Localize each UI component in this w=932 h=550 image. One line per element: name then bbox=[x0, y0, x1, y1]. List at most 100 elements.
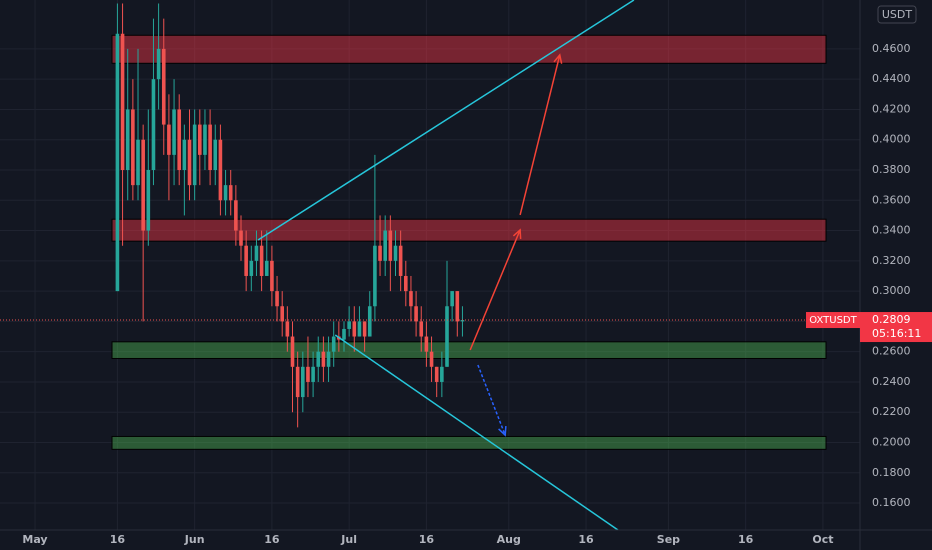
y-tick-label: 0.3800 bbox=[872, 163, 911, 176]
y-tick-label: 0.3000 bbox=[872, 284, 911, 297]
candle-body bbox=[419, 321, 424, 337]
candle-body bbox=[316, 351, 321, 367]
candle-body bbox=[331, 336, 336, 352]
candle-body bbox=[445, 306, 449, 367]
zone bbox=[111, 341, 827, 359]
zone bbox=[111, 435, 827, 450]
candle-body bbox=[393, 245, 398, 261]
y-tick-label: 0.2400 bbox=[872, 375, 911, 388]
candle-body bbox=[409, 291, 413, 307]
candle-body bbox=[203, 124, 207, 155]
candle-body bbox=[244, 245, 248, 276]
candle-body bbox=[455, 291, 460, 322]
candle-body bbox=[115, 33, 120, 292]
y-tick-label: 0.2600 bbox=[872, 345, 911, 358]
last-price-label: 0.2809 bbox=[872, 313, 911, 326]
y-tick-label: 0.4400 bbox=[872, 72, 911, 85]
x-tick-label: 16 bbox=[110, 533, 126, 546]
candle-body bbox=[275, 291, 279, 307]
y-tick-label: 0.4600 bbox=[872, 42, 911, 55]
arrow-head bbox=[498, 426, 507, 437]
x-tick-label: Sep bbox=[657, 533, 680, 546]
candle-body bbox=[388, 230, 393, 261]
currency-box bbox=[877, 5, 917, 24]
x-tick-label: 16 bbox=[264, 533, 280, 546]
zones bbox=[111, 34, 827, 450]
y-tick-label: 0.1800 bbox=[872, 466, 911, 479]
y-tick-label: 0.3400 bbox=[872, 224, 911, 237]
candle-body bbox=[161, 48, 166, 125]
candle-body bbox=[146, 170, 151, 231]
x-tick-label: 16 bbox=[738, 533, 754, 546]
candle-body bbox=[295, 366, 300, 398]
trend-line bbox=[477, 364, 506, 436]
candle-body bbox=[234, 200, 238, 231]
candle-body bbox=[177, 109, 182, 171]
candle-body bbox=[249, 260, 254, 276]
y-tick-label: 0.3600 bbox=[872, 193, 911, 206]
y-tick-label: 0.1600 bbox=[872, 496, 911, 509]
arrow-head bbox=[512, 228, 522, 239]
trend-line bbox=[519, 54, 561, 216]
candle-body bbox=[290, 336, 295, 367]
candle-body bbox=[156, 48, 161, 80]
candle-body bbox=[414, 306, 418, 322]
trend-line bbox=[469, 229, 521, 351]
candle-body bbox=[347, 321, 351, 329]
candle-body bbox=[362, 321, 367, 337]
zone bbox=[111, 218, 827, 242]
candle-body bbox=[301, 366, 305, 398]
candle-body bbox=[429, 351, 434, 367]
candle-body bbox=[326, 351, 331, 367]
candle-body bbox=[403, 275, 408, 292]
candle-body bbox=[440, 366, 444, 382]
candle-body bbox=[398, 245, 403, 276]
candle-body bbox=[239, 230, 243, 246]
candle-body bbox=[120, 33, 125, 171]
candle-body bbox=[136, 139, 140, 186]
candles bbox=[115, 3, 465, 428]
candle-body bbox=[131, 109, 135, 186]
candle-body bbox=[259, 245, 264, 276]
candle-body bbox=[373, 245, 377, 307]
trend-line bbox=[257, 0, 635, 241]
symbol-label: OXTUSDT bbox=[809, 315, 857, 326]
candle-body bbox=[285, 321, 290, 337]
candle-body bbox=[254, 245, 259, 261]
candle-body bbox=[424, 336, 429, 352]
x-tick-label: 16 bbox=[578, 533, 594, 546]
candle-body bbox=[434, 366, 439, 382]
candle-body bbox=[450, 291, 454, 307]
last-price-box bbox=[860, 312, 932, 343]
candle-body bbox=[141, 139, 145, 231]
candle-body bbox=[264, 260, 269, 276]
candle-body bbox=[367, 306, 372, 337]
candle-body bbox=[172, 109, 176, 155]
candle-body bbox=[357, 321, 362, 337]
arrow-head bbox=[553, 53, 563, 64]
candle-body bbox=[270, 260, 274, 292]
y-tick-label: 0.4000 bbox=[872, 133, 911, 146]
candle-body bbox=[228, 185, 233, 201]
candle-body bbox=[218, 139, 223, 201]
zone bbox=[111, 34, 827, 64]
candle-body bbox=[352, 321, 357, 337]
candle-body bbox=[182, 139, 187, 171]
candle-body bbox=[167, 124, 171, 155]
candle-body bbox=[321, 351, 326, 367]
candle-body bbox=[280, 306, 285, 322]
candle-body bbox=[125, 109, 130, 171]
candle-body bbox=[460, 320, 465, 322]
candle-body bbox=[378, 245, 382, 261]
candle-body bbox=[223, 185, 228, 201]
symbol-label-box bbox=[806, 312, 860, 329]
currency: USDT bbox=[882, 8, 913, 21]
axes: 0.1600 0.1800 0.2000 0.2200 0.2400 0.2600 0.28… bbox=[22, 42, 910, 546]
candle-body bbox=[311, 366, 315, 382]
y-tick-label: 0.3200 bbox=[872, 254, 911, 267]
x-tick-label: 16 bbox=[419, 533, 435, 546]
y-tick-label: 0.2200 bbox=[872, 405, 911, 418]
candle-body bbox=[208, 124, 212, 171]
